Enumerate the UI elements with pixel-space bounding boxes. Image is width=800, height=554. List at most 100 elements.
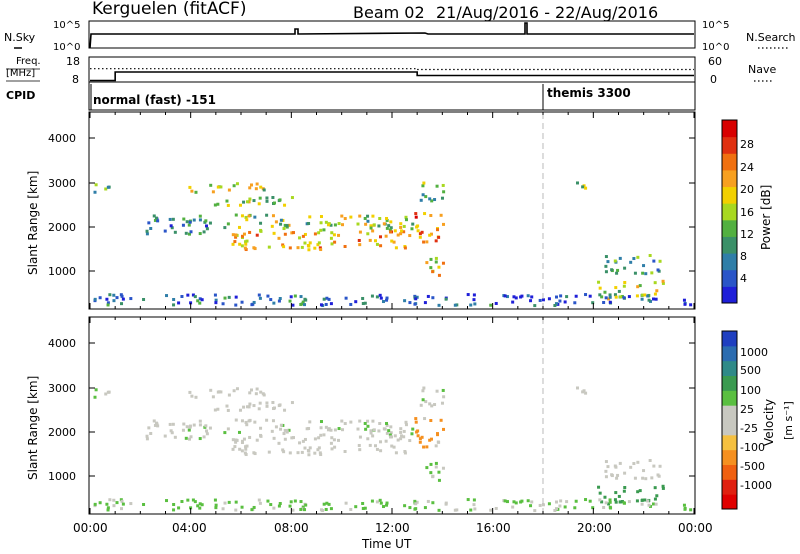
freq-tick-bottom: 8 bbox=[72, 73, 79, 86]
power-echo-cell bbox=[614, 286, 618, 290]
velocity-echo-cell bbox=[469, 508, 473, 512]
power-echo-cell bbox=[169, 224, 173, 228]
power-panel: Slant Range [km] 4000 3000 2000 1000 28 … bbox=[26, 111, 773, 310]
velocity-echo-cell bbox=[384, 439, 388, 443]
velocity-echoes bbox=[93, 386, 693, 513]
power-echo-cell bbox=[249, 183, 253, 187]
velocity-echo-cell bbox=[324, 425, 328, 429]
power-echo-cell bbox=[413, 294, 417, 298]
velocity-echo-cell bbox=[300, 450, 304, 454]
power-echo-cell bbox=[584, 293, 588, 297]
velocity-echo-cell bbox=[683, 507, 687, 511]
vel-ytick-3000: 3000 bbox=[48, 382, 76, 395]
power-echo-cell bbox=[190, 189, 194, 193]
power-echo-cell bbox=[208, 221, 212, 225]
power-echo-cell bbox=[247, 214, 251, 218]
power-echo-cell bbox=[154, 216, 158, 220]
velocity-echo-cell bbox=[541, 503, 545, 507]
power-cbar-tick-20: 20 bbox=[740, 183, 754, 196]
velocity-echo-cell bbox=[226, 427, 230, 431]
velocity-echo-cell bbox=[173, 435, 177, 439]
velocity-echo-cell bbox=[303, 446, 307, 450]
velocity-echo-cell bbox=[234, 438, 238, 442]
beam-label: Beam 02 bbox=[353, 3, 425, 22]
velocity-echo-cell bbox=[392, 445, 396, 449]
power-echo-cell bbox=[252, 246, 256, 250]
power-echo-cell bbox=[324, 220, 328, 224]
power-echo-cell bbox=[430, 199, 434, 203]
power-echo-cell bbox=[414, 215, 418, 219]
velocity-echo-cell bbox=[225, 404, 229, 408]
velocity-echo-cell bbox=[661, 486, 665, 490]
power-echo-cell bbox=[254, 187, 258, 191]
power-echo-cell bbox=[112, 293, 116, 297]
vel-cbar-swatch bbox=[722, 464, 737, 480]
velocity-echo-cell bbox=[303, 437, 307, 441]
velocity-echo-cell bbox=[287, 428, 291, 432]
power-echo-cell bbox=[655, 289, 659, 293]
velocity-echo-cell bbox=[636, 460, 640, 464]
vel-cbar-swatch bbox=[722, 449, 737, 465]
velocity-echo-cell bbox=[112, 504, 116, 508]
velocity-echo-cell bbox=[240, 449, 244, 453]
power-echo-cell bbox=[188, 220, 192, 224]
velocity-echo-cell bbox=[584, 498, 588, 502]
power-echo-cell bbox=[436, 228, 440, 232]
velocity-echo-cell bbox=[272, 406, 276, 410]
power-echo-cell bbox=[641, 293, 645, 297]
power-echo-cell bbox=[205, 227, 209, 231]
power-echo-cell bbox=[682, 298, 686, 302]
velocity-colorbar bbox=[722, 331, 737, 510]
power-echo-cell bbox=[337, 222, 341, 226]
velocity-echo-cell bbox=[303, 508, 307, 512]
power-cbar-swatch bbox=[722, 236, 737, 254]
velocity-echo-cell bbox=[106, 390, 110, 394]
power-cbar-swatch bbox=[722, 153, 737, 171]
velocity-echo-cell bbox=[632, 462, 636, 466]
velocity-echo-cell bbox=[204, 424, 208, 428]
velocity-echo-cell bbox=[247, 405, 251, 409]
velocity-echo-cell bbox=[330, 436, 334, 440]
power-echo-cell bbox=[648, 254, 652, 258]
velocity-echo-cell bbox=[648, 459, 652, 463]
power-echo-cell bbox=[440, 196, 444, 200]
velocity-echo-cell bbox=[379, 449, 383, 453]
vel-cbar-tick-m100: -100 bbox=[740, 441, 765, 454]
velocity-echo-cell bbox=[104, 392, 108, 396]
velocity-echo-cell bbox=[644, 477, 648, 481]
velocity-echo-cell bbox=[121, 502, 125, 506]
power-echo-cell bbox=[341, 223, 345, 227]
power-echo-cell bbox=[245, 218, 249, 222]
power-echo-cell bbox=[603, 290, 607, 294]
velocity-echo-cell bbox=[366, 424, 370, 428]
velocity-echo-cell bbox=[558, 504, 562, 508]
velocity-echo-cell bbox=[301, 505, 305, 509]
velocity-echo-cell bbox=[285, 429, 289, 433]
power-echo-cell bbox=[329, 223, 333, 227]
power-echo-cell bbox=[437, 303, 441, 307]
velocity-echo-cell bbox=[120, 507, 124, 511]
power-echo-cell bbox=[308, 241, 312, 245]
vel-cbar-tick-m500: -500 bbox=[740, 460, 765, 473]
velocity-echo-cell bbox=[357, 443, 361, 447]
power-echo-cell bbox=[211, 190, 215, 194]
power-echo-cell bbox=[106, 303, 110, 307]
vel-cbar-swatch bbox=[722, 405, 737, 421]
velocity-echo-cell bbox=[640, 502, 644, 506]
velocity-echo-cell bbox=[530, 500, 534, 504]
power-cbar-swatch bbox=[722, 136, 737, 154]
velocity-echo-cell bbox=[269, 503, 273, 507]
velocity-echo-cell bbox=[358, 435, 362, 439]
velocity-echo-cell bbox=[188, 425, 192, 429]
velocity-echo-cell bbox=[646, 499, 650, 503]
velocity-echo-cell bbox=[296, 451, 300, 455]
power-echo-cell bbox=[231, 242, 235, 246]
power-echo-cell bbox=[635, 294, 639, 298]
velocity-echo-cell bbox=[234, 508, 238, 512]
power-echo-cell bbox=[533, 304, 537, 308]
power-echo-cell bbox=[172, 303, 176, 307]
velocity-echo-cell bbox=[120, 499, 124, 503]
velocity-echo-cell bbox=[272, 436, 276, 440]
power-echo-cell bbox=[598, 286, 602, 290]
power-echo-cell bbox=[627, 295, 631, 299]
